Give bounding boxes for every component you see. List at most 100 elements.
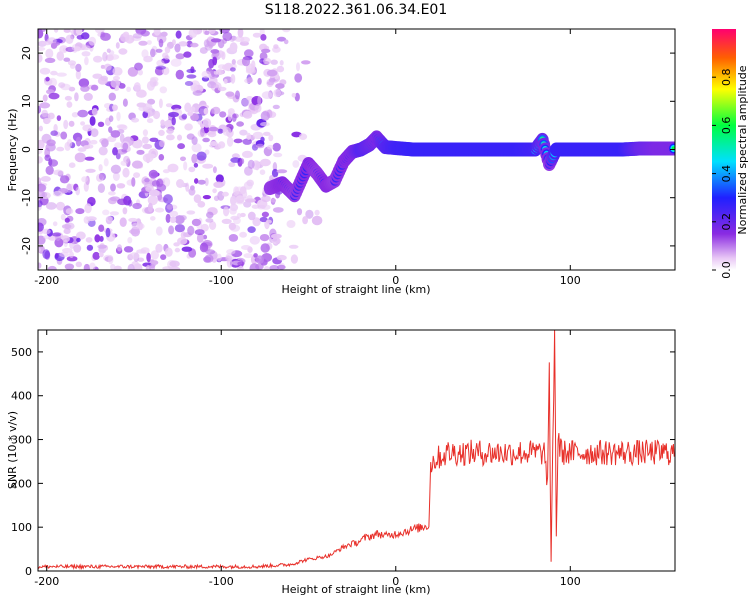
noise-blob [64,95,72,101]
colorbar-tick-label: 0.4 [720,165,733,183]
noise-blob [221,218,232,224]
noise-blob [225,255,233,262]
noise-blob [199,242,209,253]
noise-blob [92,251,100,260]
noise-blob [63,57,71,62]
noise-blob [222,191,229,197]
noise-blob [97,183,105,193]
spectrogram-ylabel: Frequency (Hz) [6,109,19,192]
noise-blob [147,202,153,213]
noise-blob [146,118,154,124]
noise-blob [155,243,163,253]
noise-blob [38,177,42,185]
y-tick-label: 400 [11,390,32,403]
y-tick-label: 200 [11,477,32,490]
noise-blob [178,41,188,47]
noise-blob [241,98,251,107]
noise-blob [63,29,71,33]
noise-blob [78,78,90,88]
noise-blob [230,74,236,84]
noise-blob [132,33,143,39]
snr-series-line [38,330,675,571]
noise-blob [137,69,143,76]
noise-blob [290,254,298,264]
noise-blob [112,172,120,181]
noise-blob [56,51,65,61]
noise-blob [108,115,114,122]
y-tick-label: 0 [20,146,33,153]
noise-blob [266,69,278,77]
noise-blob [225,91,235,97]
noise-blob [203,256,212,263]
noise-blob [194,229,205,236]
noise-blob [122,142,129,151]
noise-blob [204,30,210,35]
noise-blob [110,183,116,192]
noise-blob [229,42,238,52]
noise-blob [134,62,143,71]
noise-blob [204,177,209,187]
noise-blob [122,98,128,107]
noise-blob [249,235,260,245]
noise-blob [146,252,151,263]
y-tick-label: 20 [20,46,33,60]
noise-blob [242,190,248,199]
noise-blob [42,94,48,102]
noise-blob [48,92,60,100]
noise-blob [191,218,201,227]
noise-blob [65,208,74,215]
noise-blob [171,116,176,126]
noise-blob [202,234,208,240]
noise-blob [163,194,173,204]
y-tick-label: 0 [25,565,32,578]
noise-blob [175,53,185,60]
noise-blob [235,200,245,205]
noise-blob [38,139,45,150]
noise-blob [180,156,186,162]
noise-blob [210,108,215,114]
noise-blob [45,142,56,152]
noise-blob [230,67,236,72]
noise-blob [276,65,285,73]
noise-blob [217,128,224,134]
noise-blob [253,253,258,258]
noise-blob [215,174,224,183]
noise-blob [97,244,107,249]
noise-blob [148,169,159,179]
x-tick-label: 100 [560,575,581,588]
noise-blob [122,207,128,215]
noise-blob [118,83,126,89]
noise-blob [50,70,58,76]
noise-blob [166,204,173,210]
noise-blob [261,195,271,203]
noise-blob [177,143,186,150]
noise-blob [100,64,105,69]
x-tick-label: 100 [560,274,581,287]
noise-blob [165,103,173,108]
noise-blob [270,59,278,65]
noise-blob [131,177,136,187]
noise-blob [255,255,264,264]
noise-blob [44,154,51,162]
snr-axes: -200 -100 0 100 0 100 200 300 400 500 [11,330,675,588]
noise-blob [257,95,262,106]
noise-blob [61,224,72,229]
noise-blob [62,248,73,253]
y-tick-label: -20 [20,237,33,255]
noise-blob [66,256,78,262]
noise-blob [80,45,91,51]
noise-blob [174,224,185,233]
noise-blob [38,148,43,155]
noise-blob [136,102,147,108]
noise-blob [252,131,264,140]
noise-blob [98,146,108,156]
noise-blob [167,163,179,173]
noise-blob [110,130,121,138]
noise-blob [188,187,196,196]
noise-blob [247,211,256,221]
noise-blob [140,247,150,254]
noise-blob [59,251,70,258]
y-tick-label: 300 [11,434,32,447]
noise-blob [109,211,119,216]
noise-blob [237,29,244,38]
